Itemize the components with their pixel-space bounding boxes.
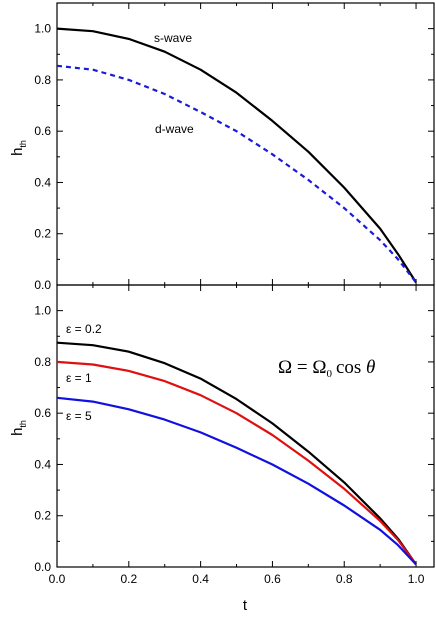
top-panel-frame [56, 2, 435, 286]
bottom-y-label-sub: th [18, 420, 28, 428]
formula: Ω = Ω0 cos θ [278, 357, 375, 380]
series-line-d-wave [56, 64, 417, 284]
y-tick-label: 0.0 [34, 560, 51, 574]
top-y-label-sub: th [18, 140, 28, 148]
x-tick-label: 0.8 [336, 572, 353, 586]
annot-eps-0-2: ε = 0.2 [66, 322, 102, 336]
series-line-0-2 [56, 341, 417, 566]
x-tick-label: 0.4 [192, 572, 209, 586]
top-y-axis-label: hth [9, 140, 28, 156]
y-tick-label: 0.2 [34, 509, 51, 523]
y-tick-label: 1.0 [34, 304, 51, 318]
x-tick-label: 0.2 [120, 572, 137, 586]
y-tick-label: 0.4 [34, 175, 51, 189]
y-tick-label: 0.6 [34, 406, 51, 420]
ticks-layer: 0.0 0.2 0.4 0.6 0.8 1.0 0.0 0.2 0.4 0.6 0.8 1.0 0.0 0… [34, 3, 434, 586]
y-tick-label: 0.2 [34, 227, 51, 241]
y-tick-label: 0.8 [34, 355, 51, 369]
x-tick-label: 1.0 [408, 572, 425, 586]
formula-lhs: Ω [278, 357, 292, 378]
y-tick-label: 1.0 [34, 22, 51, 36]
annot-eps-5: ε = 5 [66, 409, 92, 423]
x-tick-label: 0.0 [49, 572, 66, 586]
y-tick-label: 0.8 [34, 73, 51, 87]
annot-s-wave: s-wave [154, 31, 192, 45]
formula-arg: θ [366, 357, 375, 378]
formula-eq: = [297, 357, 308, 378]
series-line-5 [56, 396, 417, 566]
bottom-panel-frame [56, 284, 435, 568]
series-line-s-wave [56, 27, 417, 283]
annot-eps-1: ε = 1 [66, 371, 92, 385]
bottom-y-label-main: h [9, 428, 26, 436]
y-tick-label: 0.6 [34, 124, 51, 138]
series-layer [56, 27, 417, 566]
top-y-label-main: h [9, 148, 26, 156]
formula-fn: cos [336, 357, 361, 378]
formula-rhs-base: Ω [312, 357, 326, 378]
x-axis-label: t [243, 597, 248, 614]
y-tick-label: 0.0 [34, 278, 51, 292]
annot-d-wave: d-wave [155, 122, 194, 136]
bottom-y-axis-label: hth [9, 420, 28, 436]
y-tick-label: 0.4 [34, 457, 51, 471]
formula-rhs-sub: 0 [326, 368, 332, 380]
x-tick-label: 0.6 [264, 572, 281, 586]
series-line-1 [56, 360, 417, 566]
